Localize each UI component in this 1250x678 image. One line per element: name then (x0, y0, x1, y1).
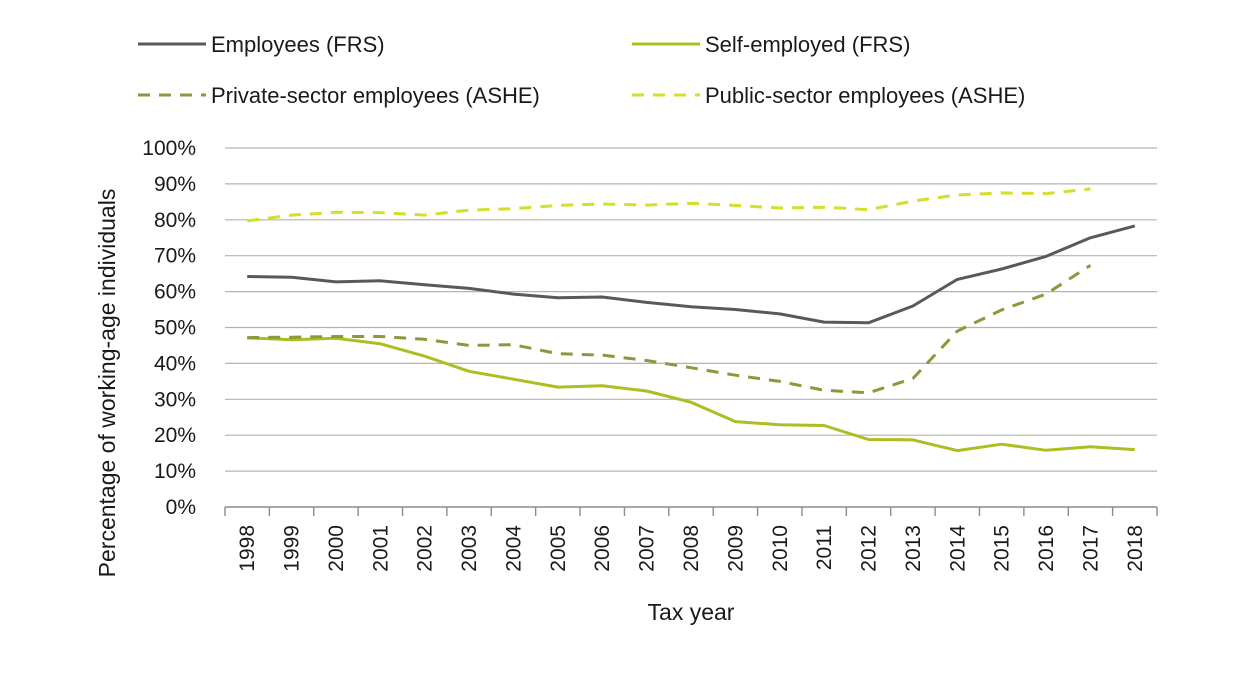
series-lines (247, 187, 1136, 453)
x-tick-label: 2011 (813, 525, 836, 570)
x-tick-label: 1999 (281, 525, 304, 572)
y-axis-title: Percentage of working-age individuals (94, 189, 120, 578)
legend-label-employees: Employees (FRS) (211, 32, 385, 57)
legend: Employees (FRS) Self-employed (FRS) Priv… (138, 32, 1025, 108)
series-line-3 (247, 187, 1091, 223)
legend-item-private-sector: Private-sector employees (ASHE) (138, 83, 540, 108)
y-tick-label: 80% (154, 209, 196, 232)
series-line-0 (247, 224, 1136, 325)
x-tick-label: 2007 (636, 525, 659, 572)
x-tick-label: 2017 (1079, 525, 1102, 572)
x-tick-label: 2010 (769, 525, 792, 572)
x-tick-label: 2006 (591, 525, 614, 572)
y-tick-label: 90% (154, 173, 196, 196)
x-tick-label: 2009 (724, 525, 747, 572)
series-line-1 (247, 336, 1135, 453)
legend-label-self-employed: Self-employed (FRS) (705, 32, 910, 57)
x-tick-label: 2012 (858, 525, 881, 572)
x-tick-label: 2002 (414, 525, 437, 572)
x-tick-label: 2004 (502, 525, 525, 572)
legend-item-public-sector: Public-sector employees (ASHE) (632, 83, 1025, 108)
legend-item-self-employed: Self-employed (FRS) (632, 32, 910, 57)
x-tick-label: 2014 (946, 525, 969, 572)
y-tick-label: 100% (142, 137, 196, 160)
y-tick-label: 50% (154, 317, 196, 340)
y-tick-label: 10% (154, 460, 196, 483)
x-tick-label: 2003 (458, 525, 481, 572)
y-tick-label: 30% (154, 388, 196, 411)
x-axis: 1998 1999 2000 2001 2002 2003 2004 2005 2006 2007… (224, 506, 1158, 572)
x-tick-label: 2008 (680, 525, 703, 572)
y-tick-label: 20% (154, 424, 196, 447)
x-tick-label: 2005 (547, 525, 570, 572)
x-axis-title: Tax year (648, 599, 735, 625)
x-tick-label: 2013 (902, 525, 925, 572)
legend-label-private-sector: Private-sector employees (ASHE) (211, 83, 540, 108)
gridlines (225, 147, 1157, 472)
y-tick-label: 40% (154, 352, 196, 375)
legend-label-public-sector: Public-sector employees (ASHE) (705, 83, 1025, 108)
y-axis-ticks: 0% 10% 20% 30% 40% 50% 60% 70% 80% 90% 100% (142, 137, 196, 519)
y-tick-label: 70% (154, 245, 196, 268)
x-tick-label: 2000 (325, 525, 348, 572)
x-tick-label: 2016 (1035, 525, 1058, 572)
x-tick-label: 2015 (991, 525, 1014, 572)
x-tick-label: 1998 (236, 525, 259, 572)
x-tick-label: 2001 (369, 525, 392, 572)
legend-item-employees: Employees (FRS) (138, 32, 385, 57)
series-line-2 (247, 264, 1092, 395)
y-tick-label: 0% (166, 496, 196, 519)
y-tick-label: 60% (154, 281, 196, 304)
x-tick-label: 2018 (1124, 525, 1147, 572)
